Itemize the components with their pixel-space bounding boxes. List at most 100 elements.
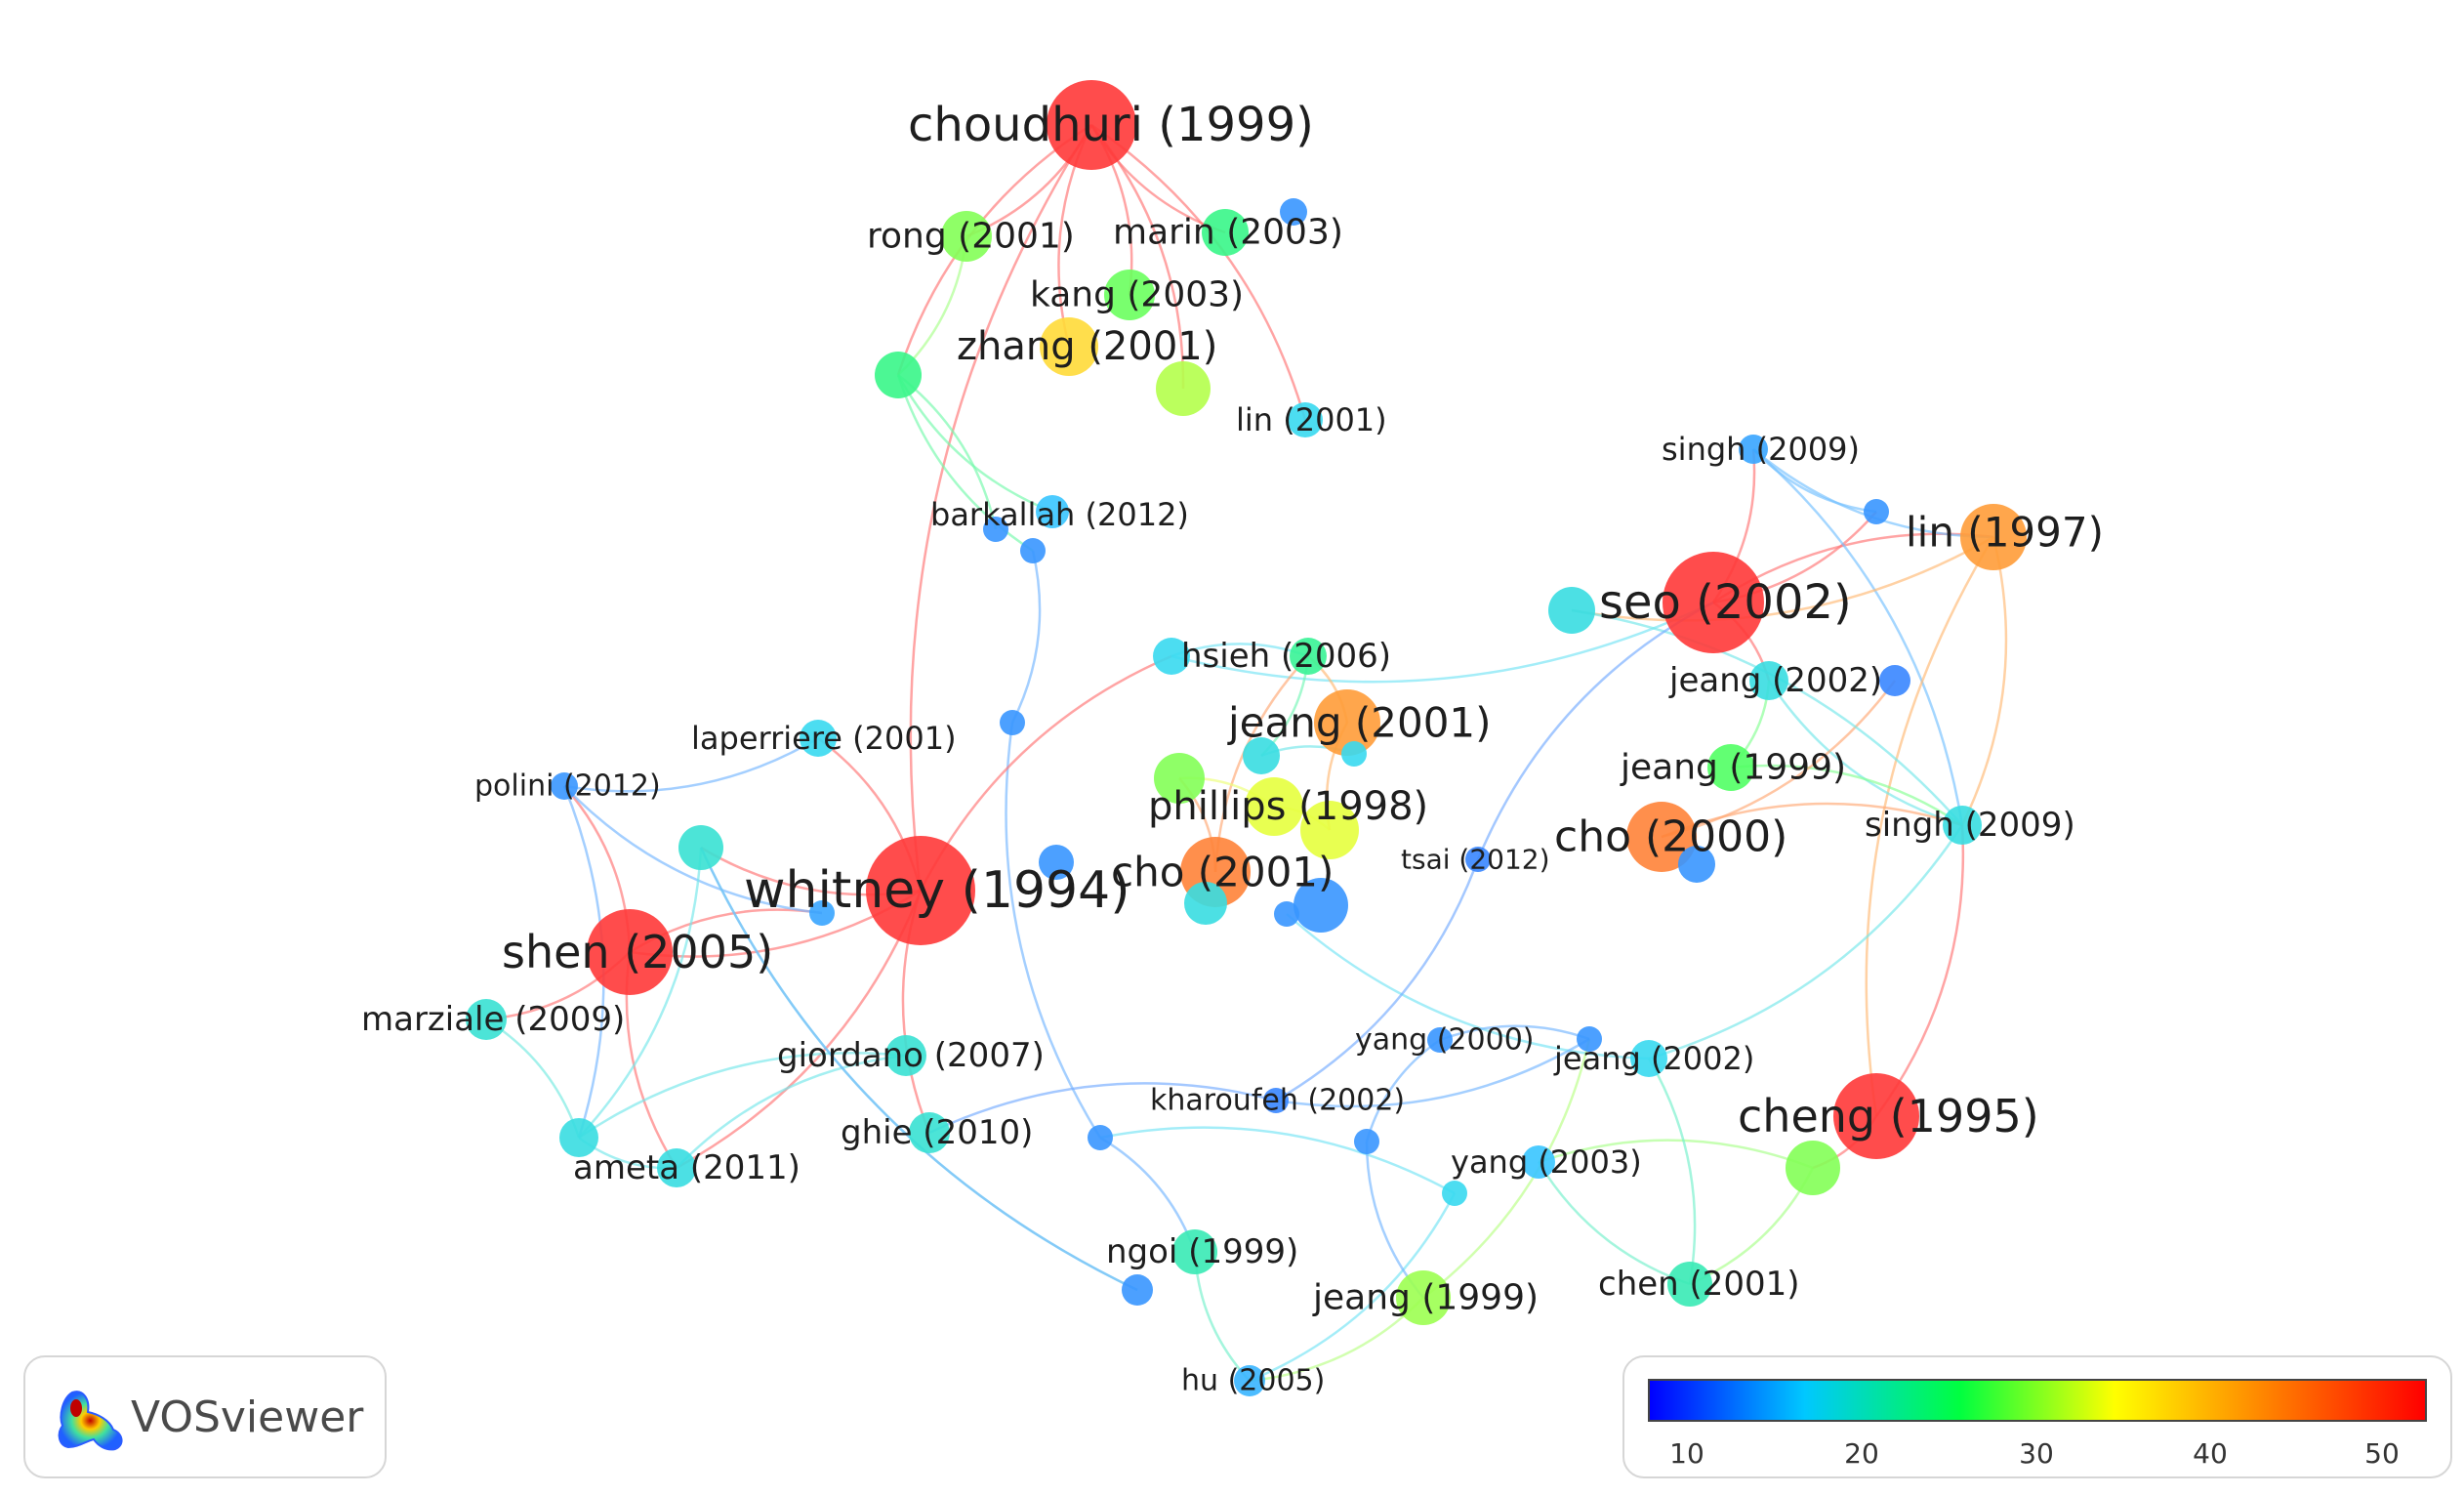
node-label-giordano2007: giordano (2007): [777, 1036, 1045, 1075]
node-singh2009b[interactable]: [1943, 806, 1982, 845]
node-lin2001[interactable]: [1288, 402, 1323, 437]
citation-link: [563, 785, 823, 915]
node-whitney1994[interactable]: [866, 836, 975, 945]
citation-link: [909, 124, 1093, 892]
node-label-marziale2009: marziale (2009): [361, 1000, 625, 1039]
node-u_z[interactable]: [1577, 1026, 1602, 1052]
node-jeang1999a[interactable]: [1707, 744, 1754, 791]
node-u_g[interactable]: [678, 825, 723, 870]
legend-tick: 40: [2193, 1437, 2228, 1470]
node-u_x[interactable]: [1354, 1129, 1379, 1154]
node-u_w[interactable]: [1442, 1181, 1467, 1206]
node-tsai2012[interactable]: [1465, 847, 1491, 872]
node-jeang2002a[interactable]: [1749, 661, 1788, 700]
node-marziale2009[interactable]: [466, 999, 507, 1040]
node-u_s[interactable]: [809, 900, 835, 926]
node-label-jeang2001: jeang (2001): [1227, 699, 1492, 747]
node-label-marin2003: marin (2003): [1113, 213, 1343, 253]
node-u_m[interactable]: [1548, 587, 1595, 634]
citation-link: [1648, 824, 1964, 1060]
node-yang2000[interactable]: [1427, 1027, 1453, 1053]
node-polini2012[interactable]: [551, 772, 578, 800]
node-label-yang2000: yang (2000): [1355, 1023, 1535, 1058]
node-label-singh2009a: singh (2009): [1662, 431, 1860, 468]
node-choudhuri1999[interactable]: [1047, 80, 1136, 170]
node-label-barkallah2012: barkallah (2012): [930, 496, 1189, 533]
node-cheng1995[interactable]: [1833, 1073, 1919, 1159]
node-ngoi1999[interactable]: [1172, 1229, 1217, 1274]
node-label-phillips1998: phillips (1998): [1148, 784, 1428, 829]
node-phillips1998[interactable]: [1245, 777, 1303, 836]
node-label-cho2001: cho (2001): [1111, 849, 1334, 896]
citation-link: [1730, 764, 1963, 827]
node-barkallah2012[interactable]: [1036, 495, 1069, 528]
citation-link: [896, 374, 1034, 553]
node-u_l[interactable]: [1864, 499, 1889, 524]
citation-link: [578, 1051, 907, 1140]
node-label-jeang2002a: jeang (2002): [1668, 661, 1882, 700]
node-rong2001[interactable]: [941, 211, 992, 262]
color-legend: 10 20 30 40 50: [1622, 1355, 2452, 1478]
node-u_p[interactable]: [1039, 845, 1074, 880]
node-label-cho2000: cho (2000): [1554, 812, 1787, 862]
node-jeang2002b[interactable]: [1630, 1040, 1667, 1077]
node-u_n[interactable]: [1879, 665, 1910, 696]
node-u_i[interactable]: [1243, 737, 1280, 774]
node-shen2005[interactable]: [587, 909, 673, 995]
node-jeang2001[interactable]: [1314, 689, 1380, 756]
node-u_h[interactable]: [1290, 638, 1327, 675]
legend-tick: 50: [2364, 1437, 2400, 1470]
node-singh2009a[interactable]: [1739, 435, 1768, 464]
node-seo2002[interactable]: [1663, 552, 1764, 653]
node-u_ab[interactable]: [1294, 878, 1348, 933]
node-label-polini2012: polini (2012): [474, 769, 661, 804]
citation-link: [1170, 601, 1714, 684]
node-u_d[interactable]: [1020, 538, 1046, 563]
node-u_ac[interactable]: [1786, 1141, 1840, 1195]
node-cho2000[interactable]: [1626, 802, 1697, 872]
node-u_aa[interactable]: [1184, 882, 1227, 925]
node-kang2003[interactable]: [1104, 270, 1155, 320]
node-u_e[interactable]: [1000, 710, 1025, 735]
citation-link: [1249, 1192, 1457, 1383]
node-label-cheng1995: cheng (1995): [1738, 1090, 2039, 1143]
node-u_q[interactable]: [1280, 198, 1307, 226]
node-label-ghie2010: ghie (2010): [841, 1113, 1033, 1152]
node-u_y[interactable]: [1274, 901, 1299, 927]
node-chen2001[interactable]: [1667, 1262, 1712, 1307]
logo-text: VOSviewer: [131, 1392, 364, 1442]
node-u_t[interactable]: [559, 1118, 598, 1157]
node-u_k[interactable]: [1300, 801, 1359, 859]
node-lin1997[interactable]: [1960, 504, 2027, 570]
node-zhang2001[interactable]: [1040, 317, 1098, 376]
node-jeang1999b[interactable]: [1396, 1270, 1451, 1325]
node-u_u[interactable]: [1122, 1274, 1153, 1306]
node-giordano2007[interactable]: [885, 1035, 926, 1076]
node-u_a[interactable]: [875, 352, 922, 398]
citation-link: [1275, 1037, 1590, 1108]
node-yang2003[interactable]: [1522, 1145, 1555, 1179]
node-u_b[interactable]: [1156, 361, 1211, 416]
citation-link: [1286, 913, 1650, 1060]
vosviewer-logo: VOSviewer: [23, 1355, 387, 1478]
citation-link: [1365, 1038, 1441, 1143]
node-hu2005[interactable]: [1234, 1365, 1265, 1396]
node-u_o[interactable]: [1678, 846, 1715, 883]
node-u_j[interactable]: [1154, 753, 1205, 804]
node-ghie2010[interactable]: [909, 1112, 950, 1153]
node-u_r[interactable]: [1341, 741, 1367, 767]
citation-link: [1439, 1024, 1590, 1042]
node-kharoufeh2002[interactable]: [1263, 1088, 1289, 1113]
node-hsieh2006[interactable]: [1153, 638, 1190, 675]
node-label-jeang1999b: jeang (1999): [1312, 1278, 1539, 1318]
node-u_c[interactable]: [983, 517, 1008, 542]
node-u_v[interactable]: [1088, 1125, 1113, 1150]
citation-link: [1275, 858, 1480, 1102]
node-marin2003[interactable]: [1202, 209, 1249, 256]
node-laperriere2001[interactable]: [800, 720, 837, 757]
node-ameta2011[interactable]: [657, 1148, 696, 1187]
node-label-jeang1999a: jeang (1999): [1620, 748, 1846, 788]
citation-link: [578, 847, 703, 1139]
